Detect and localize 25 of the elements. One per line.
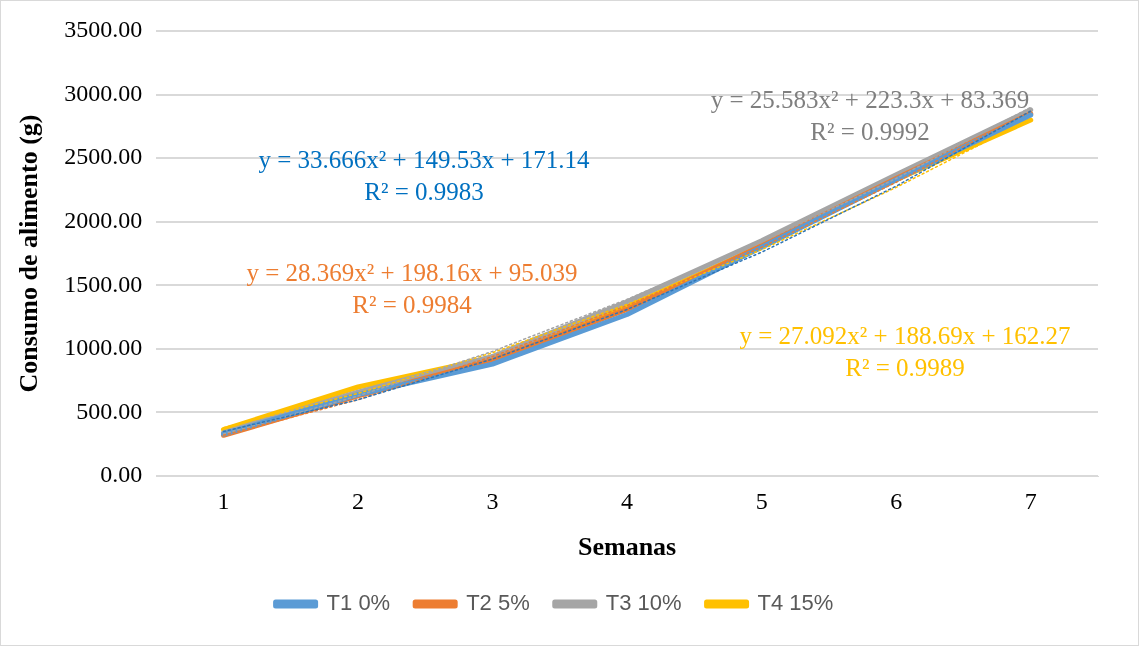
y-axis-title: Consumo de alimento (g) xyxy=(14,114,44,393)
legend-label: T3 10% xyxy=(605,590,682,616)
y-tick-label: 2500.00 xyxy=(64,143,143,170)
legend-label: T1 0% xyxy=(326,590,391,616)
y-tick-label: 500.00 xyxy=(76,397,143,424)
annotation: y = 25.583x² + 223.3x + 83.369 R² = 0.9992 xyxy=(710,85,1030,145)
y-tick-label: 1500.00 xyxy=(64,270,143,297)
y-tick-label: 1000.00 xyxy=(64,334,143,361)
legend-label: T4 15% xyxy=(757,590,834,616)
x-tick-label: 7 xyxy=(1024,487,1037,514)
x-tick-label: 4 xyxy=(621,487,634,514)
y-tick-label: 0.00 xyxy=(100,461,143,488)
annotation: y = 33.666x² + 149.53x + 171.14 R² = 0.9983 xyxy=(258,145,591,205)
x-tick-label: 6 xyxy=(890,487,903,514)
y-tick-label: 3500.00 xyxy=(64,16,143,43)
x-tick-label: 5 xyxy=(755,487,768,514)
x-tick-label: 3 xyxy=(486,487,499,514)
y-tick-label: 2000.00 xyxy=(64,207,143,234)
x-axis-title: Semanas xyxy=(577,532,677,562)
annotation: y = 28.369x² + 198.16x + 95.039 R² = 0.9984 xyxy=(246,258,578,318)
annotation: y = 27.092x² + 188.69x + 162.27 R² = 0.9989 xyxy=(739,321,1071,381)
x-tick-label: 1 xyxy=(217,487,230,514)
x-tick-label: 2 xyxy=(352,487,365,514)
y-tick-label: 3000.00 xyxy=(64,79,143,106)
legend-label: T2 5% xyxy=(466,590,530,616)
